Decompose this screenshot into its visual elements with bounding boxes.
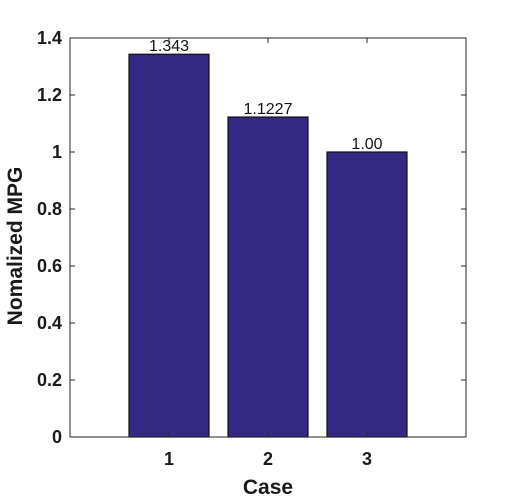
y-tick-label: 0.2 xyxy=(37,370,62,390)
y-tick-label: 0.6 xyxy=(37,256,62,276)
data-label-case-3: 1.00 xyxy=(351,136,382,153)
y-tick-label: 1.4 xyxy=(37,28,62,48)
x-tick-label: 3 xyxy=(362,449,372,469)
data-label-case-2: 1.1227 xyxy=(244,101,293,118)
x-tick-label: 1 xyxy=(164,449,174,469)
y-axis-title: Nomalized MPG xyxy=(4,167,27,326)
y-tick-label: 1.2 xyxy=(37,85,62,105)
y-tick-label: 1 xyxy=(52,142,62,162)
y-tick-label: 0.4 xyxy=(37,313,62,333)
y-tick-label: 0.8 xyxy=(37,199,62,219)
bar-case-1 xyxy=(128,53,210,438)
bar-case-2 xyxy=(227,116,309,438)
bar-case-3 xyxy=(326,151,408,438)
y-tick-label: 0 xyxy=(52,427,62,447)
x-axis-title: Case xyxy=(243,476,293,499)
data-label-case-1: 1.343 xyxy=(149,38,189,55)
x-tick-label: 2 xyxy=(263,449,273,469)
